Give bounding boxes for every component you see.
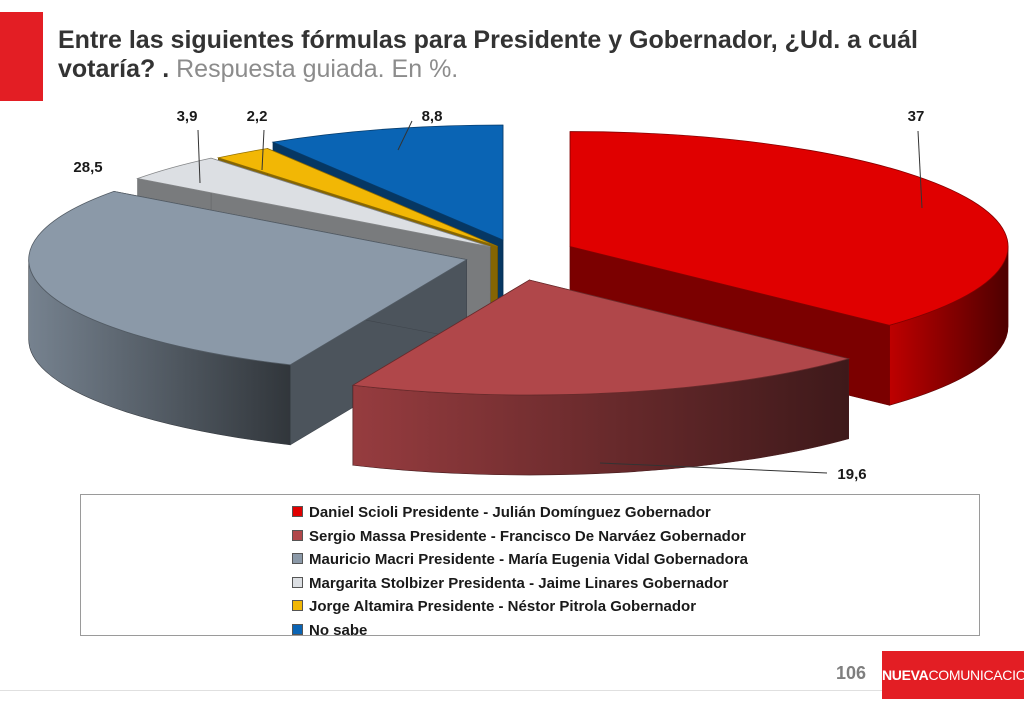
footer-divider (0, 690, 1024, 691)
chart-legend: Daniel Scioli Presidente - Julián Domíng… (80, 494, 980, 639)
legend-list: Daniel Scioli Presidente - Julián Domíng… (292, 501, 748, 643)
data-label: 3,9 (177, 108, 198, 125)
legend-swatch (292, 623, 303, 635)
legend-label: Jorge Altamira Presidente - Néstor Pitro… (309, 598, 697, 616)
legend-label: No sabe (309, 621, 368, 639)
legend-item: No sabe (292, 619, 748, 643)
legend-item: Jorge Altamira Presidente - Néstor Pitro… (292, 595, 748, 619)
data-label: 37 (908, 108, 925, 125)
pie-chart: 37 19,6 28,5 3,9 2,2 8,8 (28, 108, 1009, 483)
data-label: 28,5 (73, 159, 102, 176)
leader-line (261, 129, 265, 171)
legend-item: Margarita Stolbizer Presidenta - Jaime L… (292, 572, 748, 596)
title-main: Entre las siguientes fórmulas para Presi… (58, 26, 918, 83)
legend-label: Sergio Massa Presidente - Francisco De N… (309, 527, 746, 545)
legend-label: Mauricio Macri Presidente - María Eugeni… (309, 551, 749, 569)
legend-item: Mauricio Macri Presidente - María Eugeni… (292, 548, 748, 572)
brand-logo: NUEVACOMUNICACION (882, 651, 1024, 699)
leader-line (599, 462, 828, 474)
legend-item: Sergio Massa Presidente - Francisco De N… (292, 525, 748, 549)
legend-label: Daniel Scioli Presidente - Julián Domíng… (309, 504, 711, 521)
accent-tab (0, 12, 43, 101)
title-subtitle: Respuesta guiada. En %. (176, 55, 459, 83)
page-title: Entre las siguientes fórmulas para Presi… (58, 26, 998, 84)
data-label: 19,6 (837, 466, 866, 483)
leader-line (197, 129, 201, 184)
page-number: 106 (836, 663, 867, 683)
data-label: 8,8 (422, 108, 443, 125)
legend-swatch (292, 506, 303, 517)
leader-line (917, 130, 923, 209)
pie-slice (351, 279, 851, 476)
leader-line (397, 120, 413, 151)
legend-swatch (292, 553, 303, 565)
legend-item: Daniel Scioli Presidente - Julián Domíng… (292, 501, 748, 525)
pie-slice (28, 190, 468, 446)
legend-swatch (292, 600, 303, 612)
data-label: 2,2 (247, 108, 268, 125)
legend-label: Margarita Stolbizer Presidenta - Jaime L… (309, 574, 729, 592)
legend-swatch (292, 529, 303, 541)
legend-swatch (292, 576, 303, 588)
